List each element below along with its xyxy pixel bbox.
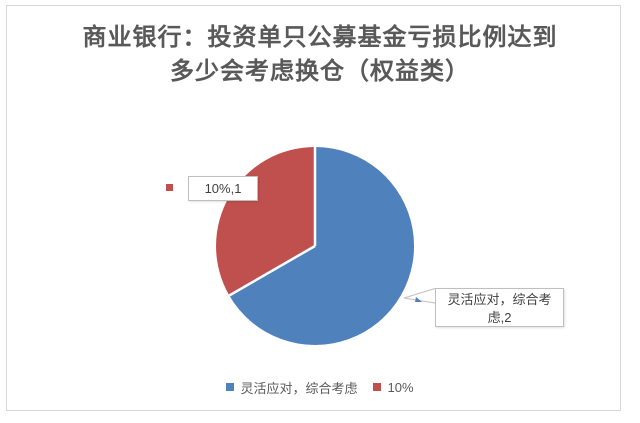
legend: 灵活应对，综合考虑 10%: [0, 378, 640, 396]
leader-arrow-icon: [415, 297, 422, 302]
data-label-red-slice[interactable]: 10%,1: [188, 176, 258, 201]
data-label-legend-key-red: [166, 184, 173, 191]
leader-line-upper: [403, 288, 436, 299]
chart-title-line2: 多少会考虑换仓（权益类）: [170, 58, 470, 85]
legend-item-flexible-response[interactable]: 灵活应对，综合考虑: [226, 378, 357, 397]
chart-title-line1: 商业银行：投资单只公募基金亏损比例达到: [82, 24, 558, 51]
legend-swatch-red: [373, 383, 382, 391]
legend-label-flexible-response: 灵活应对，综合考虑: [240, 380, 358, 396]
legend-label-10-percent: 10%: [387, 379, 414, 395]
pie-slice-0[interactable]: [229, 147, 415, 345]
legend-item-10-percent[interactable]: 10%: [373, 379, 414, 395]
legend-swatch-blue: [226, 383, 235, 391]
chart-title[interactable]: 商业银行：投资单只公募基金亏损比例达到 多少会考虑换仓（权益类）: [0, 21, 640, 89]
callout-text-line2: 虑,2: [487, 310, 512, 325]
slice-separator: [228, 244, 316, 297]
data-label-blue-callout[interactable]: 灵活应对，综合考 虑,2: [435, 288, 564, 327]
callout-text-line1: 灵活应对，综合考: [447, 292, 552, 307]
callout-leader: [403, 288, 436, 304]
